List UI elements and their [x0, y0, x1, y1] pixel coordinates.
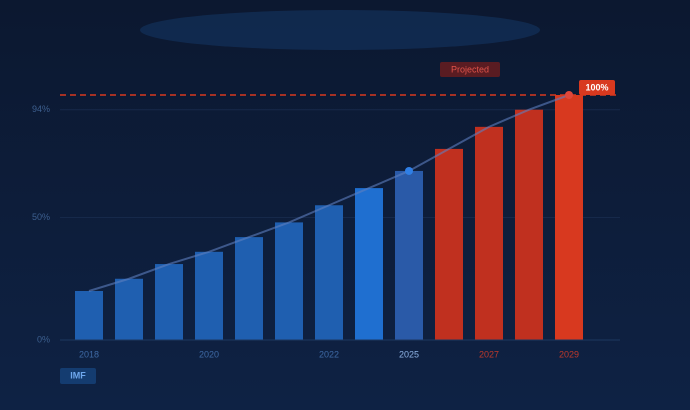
glow [140, 10, 540, 50]
bar [515, 109, 543, 340]
x-tick-label: 2025 [399, 349, 419, 359]
x-tick-label: 2027 [479, 349, 499, 359]
source: IMF [70, 370, 86, 380]
trend-line [88, 94, 570, 292]
bar [475, 126, 503, 340]
marker [565, 91, 573, 99]
bar [75, 291, 103, 340]
bar [275, 222, 303, 340]
bar [355, 188, 383, 340]
bar [555, 95, 583, 340]
bar [155, 264, 183, 340]
x-tick-label: 2029 [559, 349, 579, 359]
source-badge [60, 368, 96, 384]
bar [195, 251, 223, 340]
y-tick-label: 94% [32, 104, 50, 114]
x-tick-label: 2020 [199, 349, 219, 359]
bar [435, 148, 463, 340]
x-tick-label: 2018 [79, 349, 99, 359]
annotation: Projected [451, 64, 489, 74]
value-label: 100% [585, 82, 608, 92]
bar [115, 278, 143, 340]
annotation-box [440, 62, 500, 77]
x-tick-label: 2022 [319, 349, 339, 359]
bar [395, 170, 423, 340]
marker [405, 166, 413, 175]
bar [315, 205, 343, 340]
value-label-box [579, 80, 615, 95]
y-tick-label: 0% [37, 334, 50, 344]
y-tick-label: 50% [32, 212, 50, 222]
bar [235, 237, 263, 340]
